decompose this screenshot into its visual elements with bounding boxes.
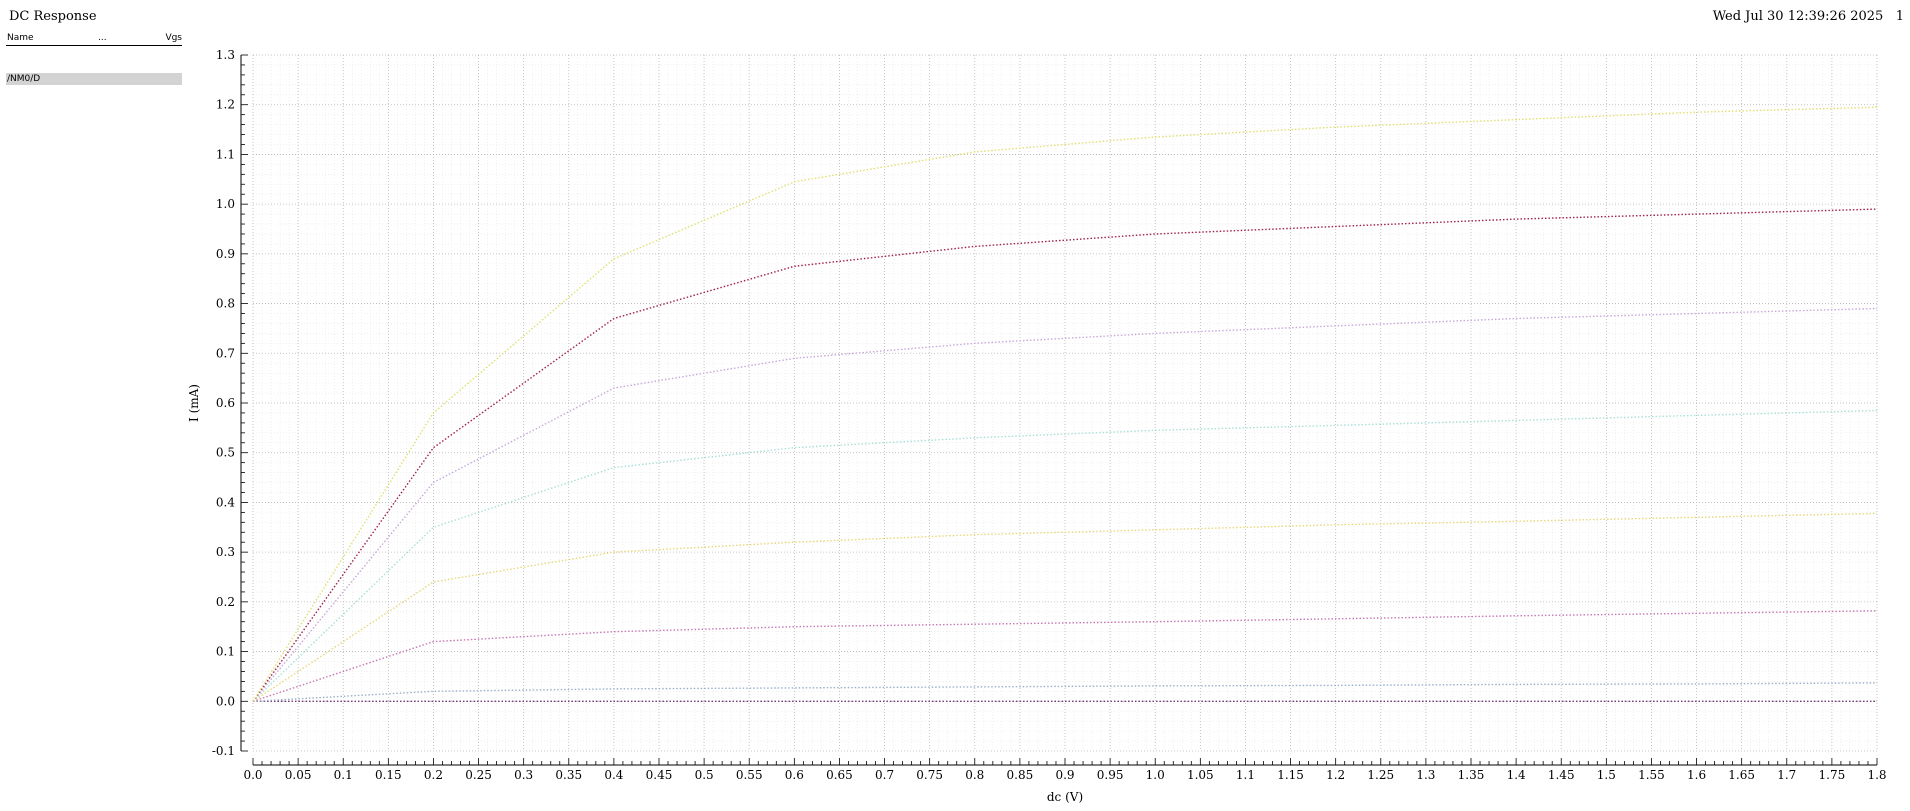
y-tick-label: 1.0 [216,197,235,211]
x-tick-label: 0.5 [695,768,714,782]
grid [252,54,1878,752]
y-tick-label: 1.3 [216,48,235,62]
x-tick-label: 0.25 [465,768,492,782]
x-tick-label: 0.2 [424,768,443,782]
y-tick-label: 0.5 [216,446,235,460]
x-tick-label: 0.45 [646,768,673,782]
x-tick-label: 1.6 [1687,768,1706,782]
x-tick-label: 1.2 [1326,768,1345,782]
x-tick-label: 1.0 [1146,768,1165,782]
legend-col-name: Name [7,33,34,43]
x-tick-label: 0.15 [375,768,402,782]
x-tick-label: 1.15 [1277,768,1304,782]
legend-panel: Name ... Vgs /NM0/D [6,32,182,85]
series-line [252,682,1878,702]
x-tick-label: 1.25 [1367,768,1394,782]
x-tick-label: 0.65 [826,768,853,782]
x-tick-label: 1.45 [1548,768,1575,782]
x-tick-label: 1.05 [1187,768,1214,782]
y-tick-label: 0.8 [216,297,235,311]
x-tick-label: 1.5 [1597,768,1616,782]
y-axis-label: I (mA) [187,384,201,422]
y-tick-label: 0.4 [216,495,235,509]
x-tick-label: 1.1 [1236,768,1255,782]
y-tick-label: 0.6 [216,396,235,410]
x-tick-label: 1.35 [1458,768,1485,782]
chart-title: DC Response [9,9,97,24]
timestamp: Wed Jul 30 12:39:26 2025 1 [1713,9,1904,24]
series-group [252,106,1878,702]
legend-signal-row[interactable]: /NM0/D [6,73,182,85]
y-tick-label: 0.9 [216,247,235,261]
x-tick-label: 1.8 [1867,768,1886,782]
series-line [252,512,1878,702]
axes: 0.0 0.05 0.1 0.15 0.2 0.25 0.3 0.35 0.4 0.45 0.5 0.… [212,48,1887,782]
x-tick-label: 0.05 [285,768,312,782]
x-tick-label: 1.7 [1777,768,1796,782]
x-tick-label: 0.75 [916,768,943,782]
y-tick-label: 0.1 [216,645,235,659]
y-tick-label: 1.1 [216,147,235,161]
x-tick-label: 0.55 [736,768,763,782]
y-tick-label: 1.2 [216,98,235,112]
x-tick-label: 0.9 [1055,768,1074,782]
x-axis-label: dc (V) [1047,790,1083,804]
x-tick-label: 0.85 [1007,768,1034,782]
y-tick-label: 0.0 [216,694,235,708]
y-tick-label: 0.2 [216,595,235,609]
x-tick-label: 0.1 [334,768,353,782]
x-tick-label: 0.95 [1097,768,1124,782]
series-line [252,106,1878,702]
x-tick-label: 1.4 [1507,768,1526,782]
series-line [252,208,1878,702]
series-line [252,307,1878,702]
date-text: Wed Jul 30 12:39:26 2025 [1712,9,1884,24]
x-tick-label: 1.65 [1728,768,1755,782]
x-tick-label: 0.4 [604,768,623,782]
x-tick-label: 1.75 [1819,768,1846,782]
x-tick-label: 1.3 [1416,768,1435,782]
x-tick-label: 0.3 [514,768,533,782]
legend-header: Name ... Vgs [6,32,182,46]
series-line [252,610,1878,702]
series-line [252,409,1878,702]
x-tick-label: 0.8 [965,768,984,782]
x-tick-label: 1.55 [1638,768,1665,782]
y-tick-label: 0.7 [216,346,235,360]
legend-col-vgs: Vgs [165,33,182,43]
y-tick-label: 0.3 [216,545,235,559]
x-tick-label: 0.7 [875,768,894,782]
x-tick-label: 0.6 [785,768,804,782]
y-tick-label: -0.1 [212,744,235,758]
page-number: 1 [1895,9,1904,24]
x-tick-label: 0.0 [243,768,262,782]
x-tick-label: 0.35 [555,768,582,782]
legend-col-dots[interactable]: ... [98,33,107,43]
